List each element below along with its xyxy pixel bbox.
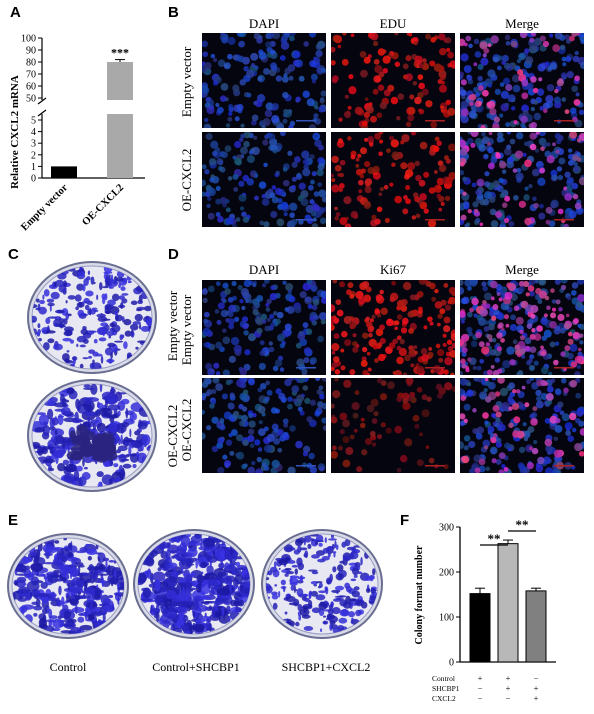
f-bar-0: [469, 593, 491, 663]
f-cond-mark-2-0: −: [478, 693, 483, 703]
panel-f-chart: Colony format number 0 100 200 300 ** ** Con…: [414, 517, 556, 703]
f-sig-label-0: **: [488, 531, 501, 546]
a-xtick-0: Empty vector: [19, 182, 70, 233]
f-cond-mark-0-2: −: [534, 673, 539, 683]
f-cond-mark-1-2: +: [534, 683, 539, 693]
panel-label-d: D: [168, 246, 179, 263]
a-ytick-low-0: 0: [31, 174, 36, 185]
a-ytick-up-80: 80: [26, 58, 36, 69]
f-ytick-300: 300: [439, 523, 454, 534]
f-cond-mark-2-2: +: [534, 693, 539, 703]
a-ytick-up-90: 90: [26, 46, 36, 57]
f-cond-name-1: SHCBP1: [432, 684, 460, 693]
caption-e-control: Control: [49, 660, 87, 674]
a-ytick-up-100: 100: [21, 34, 36, 45]
a-bar-1: ***: [107, 46, 133, 178]
micro-d-merge-oe: [460, 378, 584, 473]
micro-d-dapi-empty: [202, 280, 326, 375]
a-bar-0: [51, 166, 77, 178]
f-cond-mark-0-1: +: [506, 673, 511, 683]
a-ytick-up-50: 50: [26, 94, 36, 105]
micro-b-merge-oe: [460, 132, 584, 227]
panel-d-col-merge: Merge: [505, 262, 539, 277]
f-cond-mark-1-1: +: [506, 683, 511, 693]
panel-label-a: A: [10, 4, 21, 21]
a-ytick-low-5: 5: [31, 116, 36, 127]
panel-f-ylabel: Colony format number: [414, 545, 425, 644]
panel-a-ylabel: Relative CXCL2 mRNA: [9, 75, 21, 189]
f-ytick-200: 200: [439, 568, 454, 579]
f-cond-name-2: CXCL2: [432, 694, 456, 703]
f-bar-2: [525, 590, 547, 663]
a-ytick-low-1: 1: [31, 162, 36, 173]
micro-d-dapi-oe: [202, 378, 326, 473]
f-cond-mark-0-0: +: [478, 673, 483, 683]
a-significance: ***: [111, 46, 129, 60]
micro-d-ki67-empty: [331, 280, 455, 375]
a-xtick-1: OE-CXCL2: [80, 182, 126, 228]
micro-b-dapi-oe: [202, 132, 326, 227]
dish-c-oe-cxcl2: [26, 378, 158, 493]
dish-e-shcbp1-cxcl2: [260, 528, 384, 640]
f-ytick-100: 100: [439, 613, 454, 624]
panel-d-col-ki67: Ki67: [380, 262, 406, 277]
f-cond-mark-2-1: −: [506, 693, 511, 703]
a-ytick-low-2: 2: [31, 150, 36, 161]
panel-label-f: F: [400, 512, 410, 529]
a-ytick-up-70: 70: [26, 70, 36, 81]
f-cond-name-0: Control: [432, 674, 455, 683]
caption-e-control-shcbp1: Control+SHCBP1: [152, 660, 240, 674]
dish-e-control: [6, 532, 130, 640]
panel-b-row-empty-vector: Empty vector: [179, 46, 194, 118]
dish-e-control-shcbp1: [132, 528, 256, 640]
panel-b-col-merge: Merge: [505, 16, 539, 31]
panel-b-col-edu: EDU: [379, 16, 407, 31]
micro-b-merge-empty: [460, 33, 584, 128]
f-bar-1: [497, 543, 519, 663]
f-ytick-0: 0: [449, 658, 454, 669]
micro-d-ki67-oe: [331, 378, 455, 473]
f-sig-label-1: **: [516, 517, 529, 532]
caption-e-shcbp1-cxcl2: SHCBP1+CXCL2: [281, 660, 371, 674]
a-ytick-low-3: 3: [31, 139, 36, 150]
panel-d-col-dapi: DAPI: [248, 262, 280, 277]
micro-b-dapi-empty: [202, 33, 326, 128]
a-ytick-low-4: 4: [31, 127, 36, 138]
panel-label-e: E: [8, 512, 19, 529]
micro-d-merge-empty: [460, 280, 584, 375]
micro-b-edu-empty: [331, 33, 455, 128]
panel-label-b: B: [168, 4, 179, 21]
dish-c-empty-vector: [26, 260, 158, 375]
f-cond-mark-1-0: −: [478, 683, 483, 693]
panel-b-col-dapi: DAPI: [248, 16, 280, 31]
panel-label-c: C: [8, 246, 19, 263]
panel-d-row-oe-cxcl2: OE-CXCL2: [179, 398, 194, 462]
panel-b-row-oe-cxcl2: OE-CXCL2: [179, 148, 194, 212]
panel-d-row-empty-vector: Empty vector: [179, 294, 194, 366]
micro-b-edu-oe: [331, 132, 455, 227]
panel-a-chart: Relative CXCL2 mRNA 0123455060708090100 …: [9, 34, 145, 233]
a-ytick-up-60: 60: [26, 82, 36, 93]
